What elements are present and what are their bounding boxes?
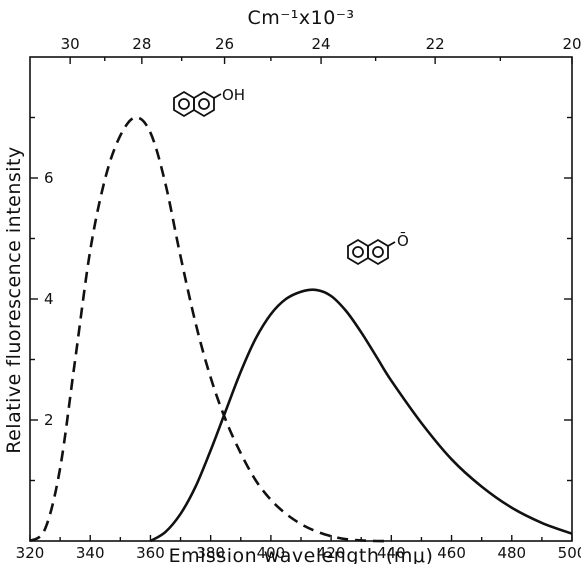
x-axis-bottom: 320 340 360 380 400 420 440 460 480 500: [16, 535, 581, 562]
x2-tick-label: 24: [312, 35, 331, 53]
x-tick-label: 320: [16, 544, 45, 562]
naphthalene-ring-right: [367, 238, 389, 266]
y-tick-label: 4: [44, 290, 54, 308]
substituent-bond: [387, 241, 396, 247]
y-axis-right: [564, 116, 572, 482]
aromatic-circle-left: [352, 246, 364, 258]
naphthol-structure: OH: [173, 86, 245, 118]
x-tick-label: 440: [377, 544, 406, 562]
x-axis-top: 30 28 26 24 22 20: [61, 35, 581, 64]
x-tick-label: 420: [317, 544, 346, 562]
x2-tick-label: 22: [426, 35, 445, 53]
x-tick-label: 460: [437, 544, 466, 562]
substituent-bond: [213, 93, 222, 99]
y-tick-label: 2: [44, 411, 54, 429]
aromatic-circle-right: [372, 246, 384, 258]
x-tick-label: 340: [76, 544, 105, 562]
y-axis-left: 2 4 6: [30, 116, 54, 482]
x2-tick-label: 20: [562, 35, 581, 53]
series-layer: [29, 116, 573, 543]
series-line-oh: [29, 116, 392, 543]
x2-tick-label: 30: [61, 35, 80, 53]
plot-frame: [29, 56, 573, 542]
y-tick-label: 6: [44, 169, 54, 187]
top-axis-title: Cm⁻¹x10⁻³: [248, 7, 355, 29]
naphthalene-ring-left: [347, 238, 369, 266]
naphthoxide-structure: Ō: [347, 231, 409, 266]
series-label-o: Ō: [397, 231, 409, 250]
x-tick-label: 500: [558, 544, 581, 562]
naphthalene-ring-right: [193, 90, 215, 118]
aromatic-circle-right: [198, 98, 210, 110]
naphthalene-ring-left: [173, 90, 195, 118]
y-axis-title: Relative fluorescence intensity: [3, 146, 25, 454]
x-tick-label: 480: [497, 544, 526, 562]
x-tick-label: 400: [257, 544, 286, 562]
x-tick-label: 360: [136, 544, 165, 562]
series-line-o: [149, 288, 573, 543]
x-tick-label: 380: [196, 544, 225, 562]
x2-tick-label: 28: [132, 35, 151, 53]
aromatic-circle-left: [178, 98, 190, 110]
x-axis-title: Emission wavelength (mμ): [169, 545, 434, 564]
series-label-oh: OH: [222, 86, 245, 104]
x2-tick-label: 26: [215, 35, 234, 53]
